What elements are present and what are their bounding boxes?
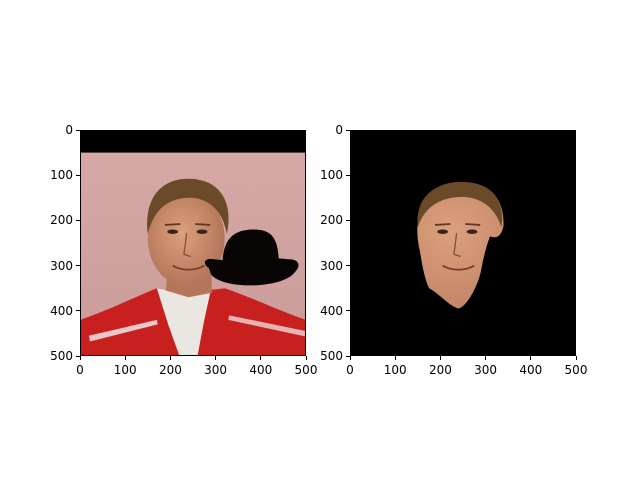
y-tick-mark <box>346 355 350 357</box>
y-tick-mark <box>76 265 80 267</box>
y-tick-mark <box>76 129 80 131</box>
x-tick-mark <box>79 356 81 360</box>
y-tick-mark <box>346 174 350 176</box>
hat-cutout <box>487 248 507 284</box>
y-tick-mark <box>76 219 80 221</box>
portrait-photo <box>80 130 306 356</box>
x-tick-mark <box>439 356 441 360</box>
y-tick-label: 200 <box>50 213 73 228</box>
x-tick-mark <box>394 356 396 360</box>
x-tick-mark <box>305 356 307 360</box>
left-axes-frame <box>80 130 306 356</box>
x-tick-label: 200 <box>158 363 182 377</box>
x-tick-mark <box>124 356 126 360</box>
x-tick-mark <box>260 356 262 360</box>
right-image-panel: 0 100 200 300 400 500 0 100 200 300 400 500 <box>320 123 587 377</box>
x-tick-mark <box>215 356 217 360</box>
y-tick-mark <box>346 265 350 267</box>
y-tick-label: 300 <box>50 258 73 273</box>
x-tick-label: 500 <box>294 363 318 377</box>
hair <box>147 178 229 234</box>
x-tick-label: 100 <box>383 363 407 377</box>
y-tick-label: 500 <box>50 349 73 363</box>
x-tick-mark <box>575 356 577 360</box>
right-axes-frame <box>350 130 576 356</box>
y-tick-label: 0 <box>65 123 73 137</box>
x-tick-label: 400 <box>249 363 273 377</box>
x-tick-mark <box>169 356 171 360</box>
y-tick-mark <box>346 219 350 221</box>
masked-face-image <box>350 130 576 356</box>
white-collar <box>156 288 212 356</box>
x-tick-mark <box>485 356 487 360</box>
y-tick-mark <box>76 174 80 176</box>
y-tick-mark <box>346 310 350 312</box>
y-tick-label: 300 <box>320 258 343 273</box>
y-tick-label: 400 <box>50 303 73 318</box>
x-tick-label: 0 <box>76 363 84 377</box>
x-tick-label: 200 <box>428 363 452 377</box>
x-tick-label: 300 <box>474 363 498 377</box>
y-tick-mark <box>346 129 350 131</box>
bowler-hat-icon <box>204 229 299 286</box>
x-tick-label: 400 <box>519 363 543 377</box>
y-tick-label: 400 <box>320 303 343 318</box>
x-tick-label: 300 <box>204 363 228 377</box>
x-tick-mark <box>349 356 351 360</box>
x-tick-label: 0 <box>346 363 354 377</box>
left-image-panel: 0 100 200 300 400 500 0 100 200 300 400 500 <box>50 123 317 377</box>
y-tick-label: 500 <box>320 349 343 363</box>
y-tick-label: 100 <box>50 168 73 183</box>
x-tick-label: 500 <box>564 363 588 377</box>
x-tick-label: 100 <box>113 363 137 377</box>
y-tick-label: 0 <box>335 123 343 137</box>
x-tick-mark <box>530 356 532 360</box>
y-tick-mark <box>76 310 80 312</box>
top-black-band <box>80 130 306 153</box>
y-tick-label: 200 <box>320 213 343 228</box>
y-tick-mark <box>76 355 80 357</box>
y-tick-label: 100 <box>320 168 343 183</box>
